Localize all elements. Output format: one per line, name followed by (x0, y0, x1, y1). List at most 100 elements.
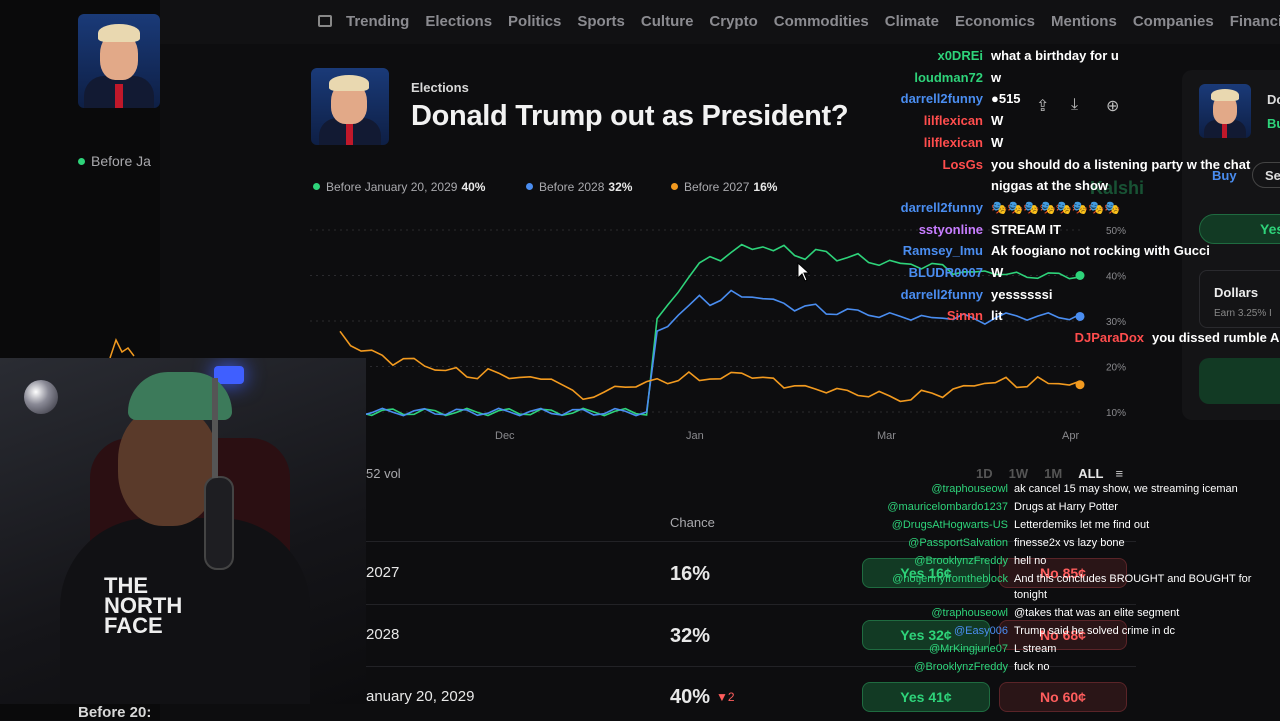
range-all[interactable]: ALL (1078, 466, 1104, 481)
chat-text: hell no (1014, 555, 1047, 567)
change-indicator: ▼2 (716, 690, 735, 704)
chat-text: @takes that was an elite segment (1014, 607, 1180, 619)
legend-label: Before 2027 (684, 180, 750, 194)
row-divider (366, 666, 1136, 667)
range-1m[interactable]: 1M (1044, 466, 1063, 481)
chart-settings-icon[interactable]: ≡ (1115, 466, 1124, 481)
chat-username[interactable]: @MrKingjune07 (928, 643, 1008, 655)
no-button[interactable]: No 85¢ (999, 558, 1127, 588)
yes-button[interactable]: Yes 32¢ (862, 620, 990, 650)
share-icon[interactable]: ⇪ (1036, 98, 1050, 115)
chat-username[interactable]: @BrooklynzFreddy (914, 555, 1008, 567)
dollars-box (1199, 270, 1280, 328)
chat-message: BLUDR0007 W (843, 265, 1004, 280)
chat-message: darrell2funny ●515 (843, 91, 1021, 106)
submit-button[interactable] (1199, 358, 1280, 404)
no-button[interactable]: No 68¢ (999, 620, 1127, 650)
range-selector: 1D 1W 1M ALL ≡ (976, 466, 1123, 481)
top-navigation: Trending Elections Politics Sports Culture Cr… (160, 0, 1280, 44)
chat-text: you dissed rumble AI (1152, 330, 1280, 346)
price-chart[interactable]: 10% 20% 30% 40% 50% Dec Jan Mar Apr (300, 200, 1160, 450)
nav-item[interactable]: Politics (508, 13, 562, 30)
chat-username[interactable]: darrell2funny (900, 286, 983, 302)
trade-panel: Do Bu Buy Se Yes 4 Dollars Earn 3.25% I (1182, 70, 1280, 420)
yes-button[interactable]: Yes 16¢ (862, 558, 990, 588)
outcome-label: 2028 (366, 626, 400, 643)
legend-value: 40% (461, 180, 486, 194)
sell-tab[interactable]: Se (1252, 162, 1280, 188)
nav-item[interactable]: Companies (1132, 13, 1214, 30)
nav-item[interactable]: Commodities (773, 13, 869, 30)
bg-trump-portrait (78, 14, 160, 108)
chat-username[interactable]: lilflexican (923, 113, 983, 129)
chat-username[interactable]: x0DREi (937, 48, 983, 63)
y-tick-label: 20% (1106, 363, 1126, 374)
outcome-chance: 32% (670, 625, 711, 647)
chat-text: And this concludes BROUGHT and BOUGHT fo… (1014, 573, 1252, 585)
chat-username[interactable]: sstyonline (918, 221, 983, 237)
range-1w[interactable]: 1W (1008, 466, 1029, 481)
chat-username[interactable]: BLUDR0007 (908, 265, 983, 280)
buy-tab[interactable]: Buy (1212, 168, 1237, 183)
chat-username[interactable]: darrell2funny (900, 199, 983, 215)
chat-username[interactable]: @traphouseowl (931, 483, 1008, 495)
chat-username[interactable]: @traphouseowl (931, 607, 1008, 619)
row-divider (366, 541, 1136, 542)
chat-message: @notjennyfromtheblock And this concludes … (858, 573, 1251, 585)
legend-label: Before 2028 (539, 180, 605, 194)
menu-icon[interactable] (318, 15, 332, 27)
nav-item[interactable]: Culture (640, 13, 694, 30)
nav-item[interactable]: Financials (1229, 13, 1280, 30)
disco-ball (24, 380, 58, 414)
chat-username[interactable]: DJParaDox (1074, 330, 1144, 346)
chat-message: @traphouseowl ak cancel 15 may show, we s… (858, 483, 1237, 495)
chat-username[interactable]: darrell2funny (900, 91, 983, 107)
yes-button[interactable]: Yes 41¢ (862, 682, 990, 712)
chat-message: Sinnn lit (843, 308, 1003, 323)
legend-2028: Before 2028 32% (526, 180, 632, 194)
chat-username[interactable]: Ramsey_Imu (902, 243, 983, 259)
no-button[interactable]: No 60¢ (999, 682, 1127, 712)
chat-text: you should do a listening party w the ch… (991, 156, 1251, 172)
bg-bottom-label: Before 20: (78, 704, 152, 721)
chat-text: Ak foogiano not rocking with Gucci (991, 243, 1210, 259)
market-category[interactable]: Elections (411, 80, 469, 95)
panel-yes-button[interactable]: Yes 4 (1199, 214, 1280, 244)
chat-text: yessssssi (991, 286, 1053, 302)
chat-message: loudman72 w (843, 70, 1001, 85)
chat-text: 🎭🎭🎭🎭🎭🎭🎭🎭 (991, 199, 1121, 215)
chat-username[interactable]: @DrugsAtHogwarts-US (891, 519, 1008, 531)
legend-dot-icon (671, 183, 678, 190)
nav-item[interactable]: Mentions (1050, 13, 1117, 30)
download-icon[interactable]: ⤓ (1071, 96, 1079, 113)
chat-username[interactable]: LosGs (942, 156, 983, 172)
nav-item[interactable]: Climate (884, 13, 939, 30)
legend-dot-icon (313, 183, 320, 190)
chat-username[interactable]: @mauricelombardo1237 (887, 501, 1008, 513)
range-1d[interactable]: 1D (976, 466, 993, 481)
chat-message: x0DREi what a birthday for u (843, 48, 1118, 63)
chat-username[interactable]: Sinnn (946, 308, 983, 324)
chat-username[interactable]: @Easy006 (954, 625, 1008, 637)
add-icon[interactable]: ⊕ (1106, 98, 1120, 115)
chat-text: tonight (1014, 589, 1048, 601)
chat-text: Letterdemiks let me find out (1014, 519, 1150, 531)
chat-message: @MrKingjune07 L stream (858, 643, 1056, 655)
nav-item[interactable]: Economics (954, 13, 1035, 30)
nav-item[interactable]: Crypto (709, 13, 758, 30)
chat-message: sstyonline STREAM IT (843, 222, 1061, 237)
chat-username[interactable]: @PassportSalvation (908, 537, 1008, 549)
panel-market-image (1199, 84, 1251, 138)
studio-light (214, 366, 244, 384)
y-tick-label: 10% (1106, 408, 1126, 419)
chat-username[interactable]: @BrooklynzFreddy (914, 661, 1008, 673)
chat-username[interactable]: loudman72 (914, 69, 983, 85)
row-divider (366, 604, 1136, 605)
chat-username[interactable]: @notjennyfromtheblock (892, 573, 1008, 585)
nav-item[interactable]: Sports (577, 13, 625, 30)
chat-text: ●515 (991, 91, 1021, 107)
nav-item[interactable]: Trending (346, 13, 410, 30)
nav-item[interactable]: Elections (425, 13, 493, 30)
chat-username[interactable]: lilflexican (923, 134, 983, 150)
chat-message: Ramsey_Imu Ak foogiano not rocking with G… (843, 243, 1210, 258)
